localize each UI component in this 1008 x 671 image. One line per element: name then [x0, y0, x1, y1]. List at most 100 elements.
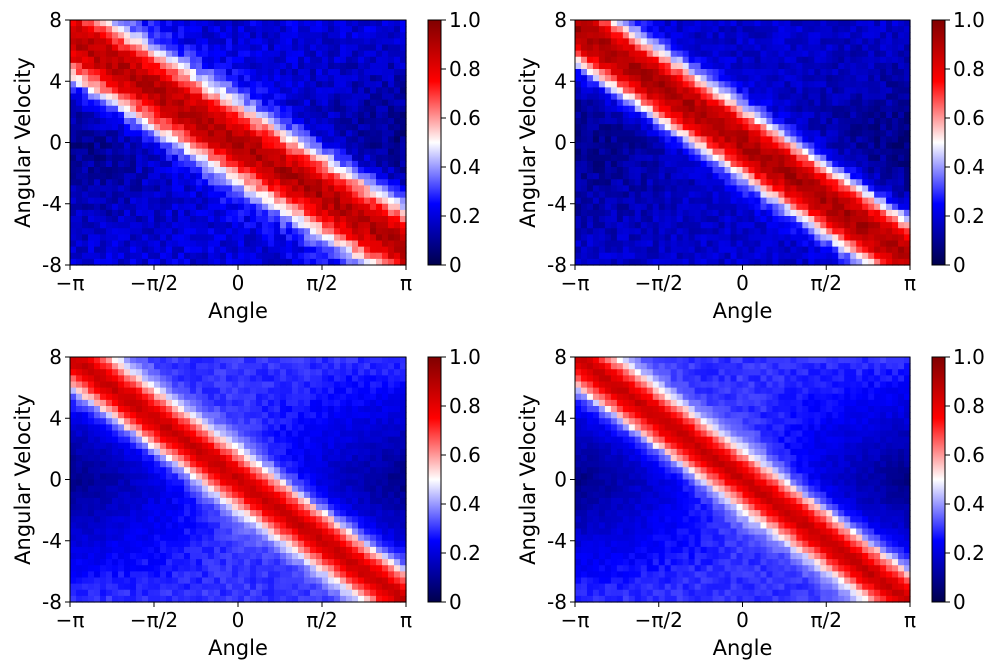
- heatmap-cell: [724, 87, 732, 95]
- heatmap-cell: [244, 26, 251, 33]
- heatmap-cell: [304, 167, 311, 174]
- heatmap-cell: [94, 209, 101, 217]
- heatmap-cell: [214, 234, 221, 242]
- heatmap-cell: [778, 191, 785, 199]
- heatmap-cell: [892, 130, 899, 137]
- heatmap-cell: [394, 258, 401, 266]
- heatmap-cell: [400, 44, 407, 52]
- heatmap-cell: [142, 375, 149, 383]
- heatmap-cell: [706, 185, 714, 193]
- heatmap-cell: [682, 50, 690, 58]
- heatmap-cell: [184, 148, 191, 156]
- heatmap-cell: [352, 209, 359, 217]
- heatmap-cell: [94, 148, 101, 156]
- heatmap-cell: [814, 111, 821, 119]
- heatmap-cell: [718, 191, 726, 199]
- heatmap-cell: [142, 222, 149, 229]
- heatmap-cell: [892, 167, 899, 174]
- heatmap-cell: [256, 246, 263, 254]
- heatmap-cell: [598, 148, 606, 156]
- heatmap-cell: [874, 167, 881, 174]
- heatmap-cell: [742, 154, 750, 162]
- heatmap-cell: [694, 246, 702, 254]
- heatmap-cell: [280, 154, 287, 162]
- heatmap-cell: [244, 179, 251, 186]
- heatmap-cell: [772, 118, 779, 125]
- heatmap-cell: [76, 142, 83, 150]
- heatmap-cell: [196, 258, 203, 266]
- heatmap-cell: [838, 69, 845, 76]
- heatmap-cell: [676, 50, 684, 58]
- heatmap-cell: [298, 118, 305, 125]
- heatmap-cell: [862, 142, 869, 150]
- heatmap-cell: [382, 185, 389, 193]
- heatmap-cell: [616, 209, 624, 217]
- heatmap-cell: [70, 142, 77, 150]
- heatmap-cell: [82, 179, 89, 186]
- heatmap-cell: [826, 111, 833, 119]
- heatmap-cell: [622, 142, 630, 150]
- heatmap-cell: [880, 246, 887, 254]
- heatmap-cell: [604, 203, 612, 211]
- heatmap-cell: [868, 185, 875, 193]
- heatmap-cell: [772, 99, 779, 107]
- heatmap-cell: [340, 185, 347, 193]
- heatmap-cell: [370, 75, 377, 82]
- heatmap-cell: [874, 252, 881, 260]
- heatmap-cell: [712, 203, 720, 211]
- heatmap-cell: [136, 148, 143, 156]
- heatmap-cell: [790, 246, 797, 254]
- heatmap-cell: [640, 234, 648, 242]
- heatmap-cell: [604, 93, 612, 101]
- heatmap-cell: [238, 258, 245, 266]
- heatmap-cell: [766, 222, 774, 229]
- heatmap-cell: [202, 252, 209, 260]
- heatmap-cell: [802, 216, 809, 223]
- heatmap-cell: [316, 209, 323, 217]
- heatmap-cell: [388, 179, 395, 186]
- heatmap-cell: [196, 369, 203, 376]
- heatmap-cell: [832, 209, 839, 217]
- heatmap-cell: [316, 154, 323, 162]
- heatmap-cell: [874, 38, 881, 46]
- heatmap-cell: [94, 240, 101, 248]
- heatmap-cell: [772, 185, 779, 193]
- heatmap-cell: [346, 222, 353, 229]
- heatmap-cell: [340, 209, 347, 217]
- heatmap-cell: [376, 38, 383, 46]
- heatmap-cell: [112, 69, 119, 76]
- heatmap-cell: [640, 26, 648, 33]
- heatmap-cell: [760, 111, 768, 119]
- heatmap-cell: [358, 258, 365, 266]
- heatmap-cell: [724, 118, 732, 125]
- heatmap-cell: [628, 209, 636, 217]
- heatmap-cell: [220, 258, 227, 266]
- heatmap-cell: [178, 44, 185, 52]
- heatmap-cell: [118, 387, 125, 395]
- heatmap-cell: [718, 136, 726, 144]
- heatmap-cell: [904, 93, 911, 101]
- heatmap-cell: [808, 87, 815, 95]
- heatmap-cell: [604, 20, 612, 27]
- heatmap-cell: [862, 81, 869, 88]
- heatmap-cell: [790, 240, 797, 248]
- heatmap-cell: [610, 228, 618, 235]
- heatmap-cell: [706, 142, 714, 150]
- heatmap-cell: [262, 209, 269, 217]
- heatmap-cell: [628, 222, 636, 229]
- heatmap-cell: [820, 154, 827, 162]
- heatmap-cell: [610, 75, 618, 82]
- heatmap-cell: [76, 387, 83, 395]
- heatmap-cell: [850, 167, 857, 174]
- heatmap-cell: [136, 62, 143, 70]
- heatmap-cell: [766, 124, 774, 131]
- heatmap-cell: [268, 363, 275, 370]
- heatmap-cell: [238, 62, 245, 70]
- heatmap-cell: [736, 167, 744, 174]
- heatmap-cell: [820, 111, 827, 119]
- heatmap-cell: [76, 173, 83, 180]
- heatmap-cell: [346, 87, 353, 95]
- heatmap-cell: [100, 142, 107, 150]
- heatmap-cell: [700, 142, 708, 150]
- heatmap-cell: [640, 209, 648, 217]
